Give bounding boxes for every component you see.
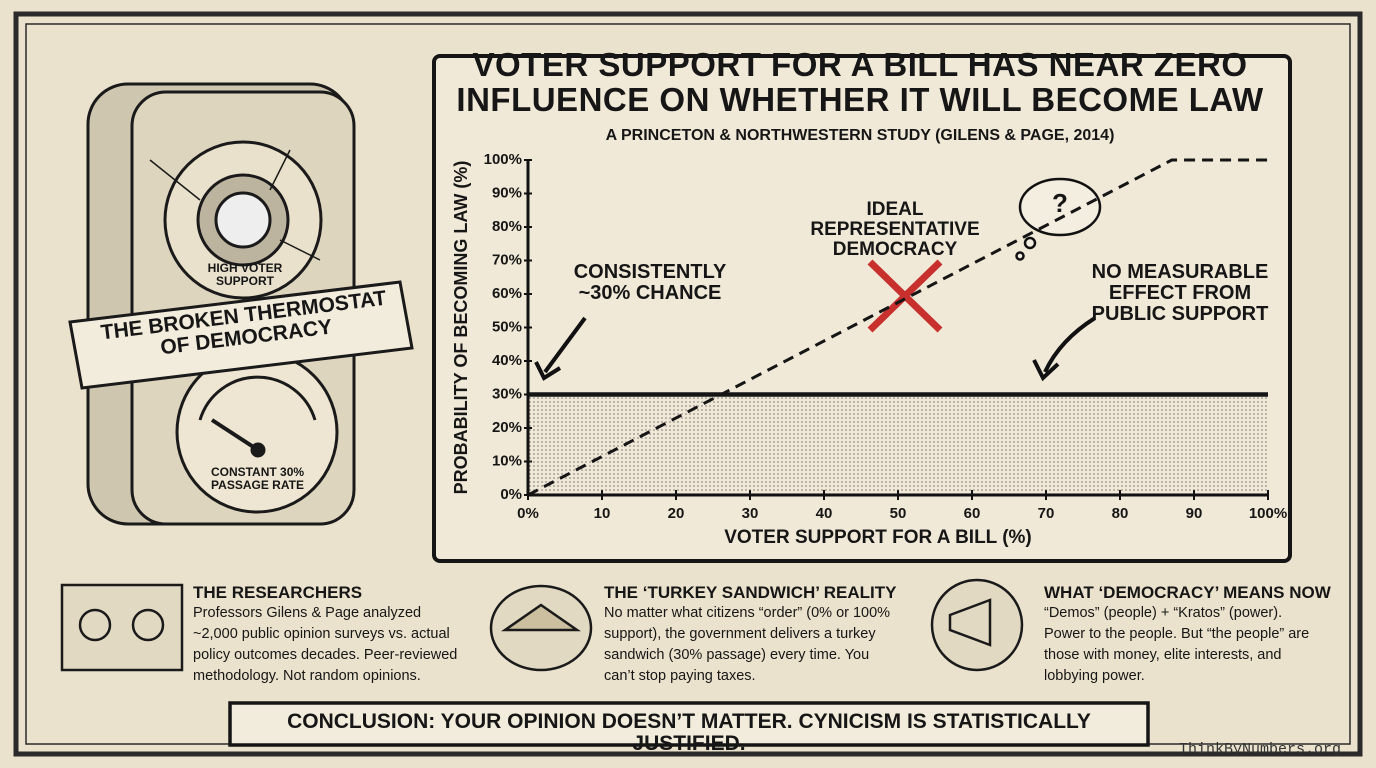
x-tick-label: 100% bbox=[1249, 505, 1287, 522]
conclusion: CONCLUSION: YOUR OPINION DOESN’T MATTER.… bbox=[287, 710, 1091, 756]
x-tick-label: 60 bbox=[964, 505, 981, 522]
conclusion-box bbox=[228, 701, 1150, 747]
y-axis-label: PROBABILITY OF BECOMING LAW (%) bbox=[451, 161, 471, 495]
y-tick-label: 70% bbox=[492, 251, 522, 268]
panel-body: Professors Gilens & Page analyzed ~2,000… bbox=[193, 605, 458, 684]
y-tick-label: 10% bbox=[492, 452, 522, 469]
y-tick-label: 90% bbox=[492, 184, 522, 201]
panel-heading: THE ‘TURKEY SANDWICH’ REALITY bbox=[604, 583, 897, 602]
annotation-arrow bbox=[1043, 316, 1097, 373]
y-tick-label: 40% bbox=[492, 352, 522, 369]
y-tick-label: 30% bbox=[492, 385, 522, 402]
line bbox=[527, 158, 1268, 497]
chart-subtitle: A PRINCETON & NORTHWESTERN STUDY (GILENS… bbox=[605, 127, 1115, 144]
y-tick-label: 0% bbox=[500, 486, 522, 503]
annotation: ? bbox=[1052, 188, 1068, 218]
y-tick-label: 20% bbox=[492, 419, 522, 436]
x-tick-label: 90 bbox=[1186, 505, 1203, 522]
annotation: CONSISTENTLY ~30% CHANCE bbox=[573, 261, 727, 304]
x-tick-label: 20 bbox=[668, 505, 685, 522]
annotation-arrow bbox=[543, 316, 587, 374]
x-tick-label: 30 bbox=[742, 505, 759, 522]
annotation: NO MEASURABLE EFFECT FROM PUBLIC SUPPORT bbox=[1091, 261, 1269, 325]
thought-bubble bbox=[1015, 177, 1102, 261]
panel-heading: WHAT ‘DEMOCRACY’ MEANS NOW bbox=[1044, 583, 1331, 602]
x-tick-label: 70 bbox=[1038, 505, 1055, 522]
area bbox=[528, 394, 1268, 495]
annotation: IDEAL REPRESENTATIVE DEMOCRACY bbox=[810, 199, 980, 260]
x-tick-label: 10 bbox=[594, 505, 611, 522]
x-tick-label: 40 bbox=[816, 505, 833, 522]
chart: 0% 10% 20% 30% 40% 50% 60% 70% 80% 90% 100% 0% 10 20 3… bbox=[451, 151, 1287, 548]
red-x bbox=[867, 259, 943, 333]
y-tick-label: 50% bbox=[492, 318, 522, 335]
annotation-arrow-head bbox=[534, 361, 562, 381]
icons bbox=[60, 578, 1024, 672]
panel-body: “Demos” (people) + “Kratos” (power). Pow… bbox=[1044, 605, 1310, 684]
panel-body: No matter what citizens “order” (0% or 1… bbox=[604, 605, 891, 684]
banner bbox=[68, 280, 414, 390]
annotation-arrow-head bbox=[1032, 359, 1060, 382]
chart-title: VOTER SUPPORT FOR A BILL HAS NEAR ZERO I… bbox=[456, 46, 1264, 118]
y-tick-label: 60% bbox=[492, 285, 522, 302]
outer-frame bbox=[13, 11, 1363, 757]
panel-heading: THE RESEARCHERS bbox=[193, 583, 363, 602]
x-tick-label: 80 bbox=[1112, 505, 1129, 522]
watermark: ThinkByNumbers.org bbox=[1178, 741, 1342, 758]
x-axis-label: VOTER SUPPORT FOR A BILL (%) bbox=[724, 527, 1032, 548]
y-tick-label: 80% bbox=[492, 218, 522, 235]
dial-label: HIGH VOTER SUPPORT bbox=[207, 261, 283, 288]
gauge-label: CONSTANT 30% PASSAGE RATE bbox=[210, 465, 305, 492]
y-tick-label: 100% bbox=[484, 151, 522, 168]
x-tick-label: 50 bbox=[890, 505, 907, 522]
x-tick-label: 0% bbox=[517, 505, 539, 522]
